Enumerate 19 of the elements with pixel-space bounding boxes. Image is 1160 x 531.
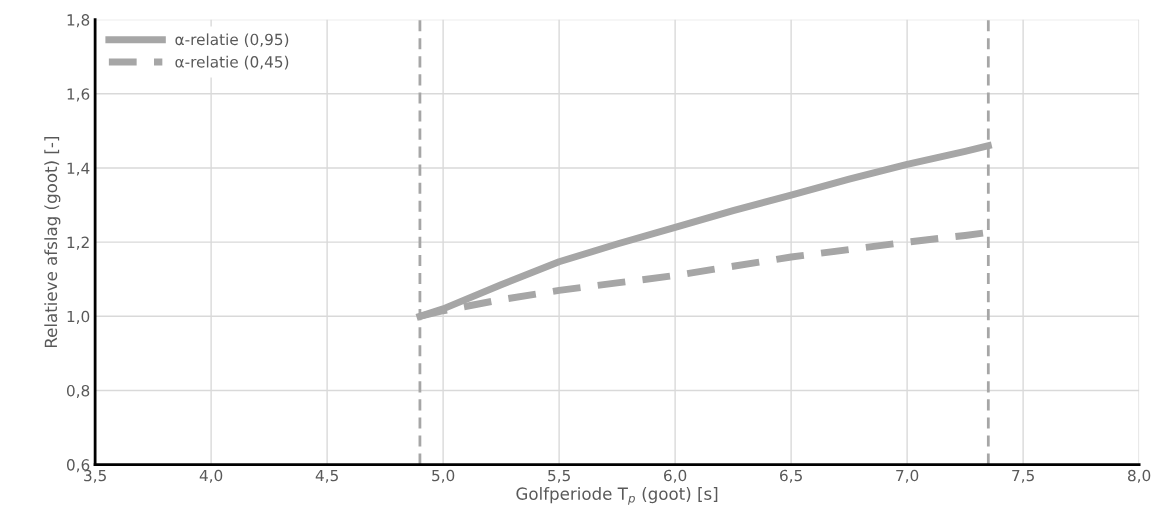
x-tick-label: 8,0 (1128, 469, 1151, 483)
x-tick-label: 5,5 (548, 469, 570, 483)
legend-label: α-relatie (0,45) (175, 55, 289, 70)
x-tick-label: 5,0 (432, 469, 455, 483)
x-tick-label: 7,0 (896, 469, 919, 483)
x-axis-title: Golfperiode T$_{p}$ (goot) [s] (516, 487, 718, 505)
legend-label: α-relatie (0,95) (175, 33, 289, 48)
y-axis-title: Relatieve afslag (goot) [-] (44, 137, 61, 348)
y-tick-label: 1,2 (67, 236, 89, 250)
y-tick-label: 1,8 (67, 14, 90, 28)
x-tick-label: 4,5 (315, 469, 338, 483)
x-tick-label: 6,0 (664, 469, 687, 483)
y-tick-label: 1,0 (67, 310, 90, 324)
y-tick-label: 1,4 (67, 162, 90, 176)
y-tick-label: 1,6 (67, 88, 90, 102)
x-tick-label: 6,5 (780, 469, 802, 483)
y-tick-label: 0,8 (66, 384, 90, 399)
x-tick-label: 7,5 (1012, 469, 1034, 483)
x-tick-label: 4,0 (199, 469, 223, 483)
